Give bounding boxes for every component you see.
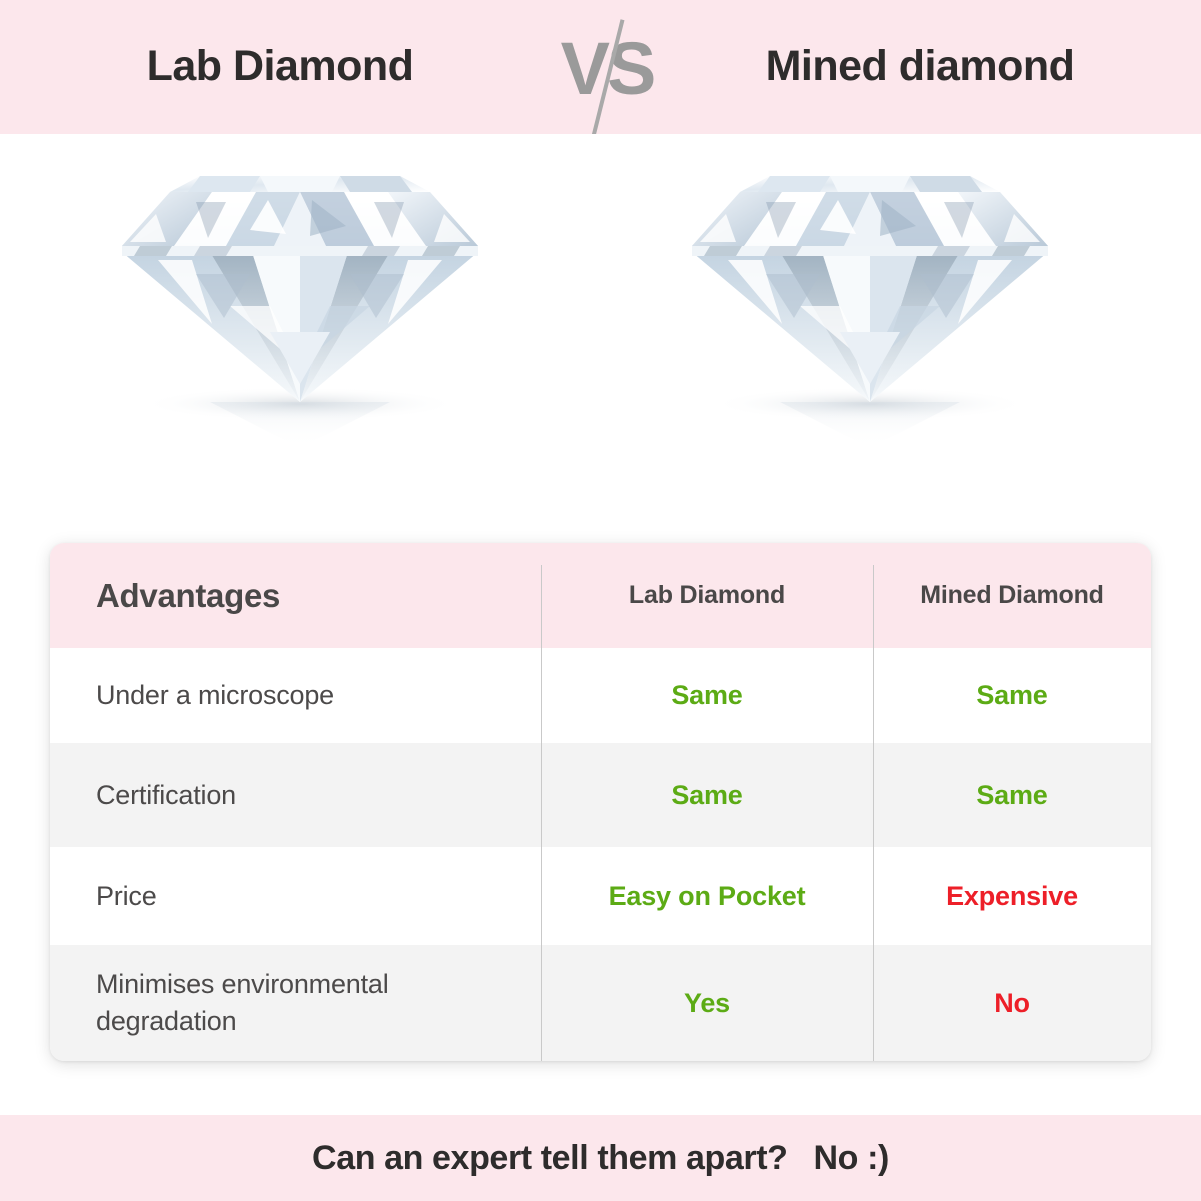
cell-feature: Under a microscope — [50, 648, 541, 743]
comparison-table: Advantages Lab Diamond Mined Diamond Und… — [50, 543, 1151, 1061]
header-label-lab: Lab Diamond — [628, 581, 786, 609]
cell-mined: Same — [873, 648, 1151, 743]
diamond-icon — [122, 176, 478, 448]
feature-label: Minimises environmental degradation — [96, 969, 389, 1036]
header-label-advantages: Advantages — [96, 576, 281, 614]
table-row: Minimises environmental degradation Yes … — [50, 945, 1151, 1061]
table-row: Certification Same Same — [50, 743, 1151, 847]
value-lab: Same — [671, 779, 743, 810]
value-mined: Expensive — [946, 880, 1078, 911]
diamond-icon — [692, 176, 1048, 448]
header-inner: Lab Diamond VS Mined diamond — [0, 0, 1201, 137]
value-lab: Yes — [684, 987, 730, 1018]
footer-answer: No :) — [813, 1138, 890, 1177]
column-divider — [873, 743, 874, 847]
feature-label: Price — [96, 880, 157, 911]
column-divider — [541, 847, 542, 945]
cell-lab: Same — [541, 743, 873, 847]
value-lab: Easy on Pocket — [608, 880, 806, 911]
column-divider — [541, 743, 542, 847]
cell-lab: Easy on Pocket — [541, 847, 873, 945]
cell-feature: Minimises environmental degradation — [50, 945, 541, 1061]
header-cell-mined: Mined Diamond — [873, 543, 1151, 648]
header-label-mined: Mined Diamond — [920, 581, 1104, 609]
versus-badge: VS — [552, 14, 662, 137]
column-divider — [541, 945, 542, 1061]
column-divider — [873, 648, 874, 743]
value-mined: Same — [976, 779, 1048, 810]
footer-question: Can an expert tell them apart? — [312, 1138, 788, 1177]
feature-label: Certification — [96, 779, 236, 810]
footer-band: Can an expert tell them apart? No :) — [0, 1115, 1201, 1201]
cell-mined: Expensive — [873, 847, 1151, 945]
cell-lab: Yes — [541, 945, 873, 1061]
cell-mined: No — [873, 945, 1151, 1061]
hero-images — [0, 134, 1201, 524]
column-divider — [541, 648, 542, 743]
value-mined: Same — [976, 680, 1048, 710]
cell-lab: Same — [541, 648, 873, 743]
column-divider — [873, 565, 874, 648]
column-divider — [873, 847, 874, 945]
column-divider — [873, 945, 874, 1061]
left-product-title: Lab Diamond — [146, 42, 414, 90]
value-lab: Same — [671, 680, 743, 710]
left-diamond-slot — [0, 134, 600, 524]
value-mined: No — [994, 987, 1030, 1018]
right-product-title: Mined diamond — [765, 42, 1075, 90]
header-cell-feature: Advantages — [50, 543, 541, 648]
cell-mined: Same — [873, 743, 1151, 847]
table-header-row: Advantages Lab Diamond Mined Diamond — [50, 543, 1151, 648]
header-band: Lab Diamond VS Mined diamond — [0, 0, 1201, 137]
cell-feature: Price — [50, 847, 541, 945]
right-diamond-slot — [570, 134, 1170, 524]
table-row: Price Easy on Pocket Expensive — [50, 847, 1151, 945]
cell-feature: Certification — [50, 743, 541, 847]
header-cell-lab: Lab Diamond — [541, 543, 873, 648]
feature-label: Under a microscope — [96, 680, 335, 710]
column-divider — [541, 565, 542, 648]
table-row: Under a microscope Same Same — [50, 648, 1151, 743]
